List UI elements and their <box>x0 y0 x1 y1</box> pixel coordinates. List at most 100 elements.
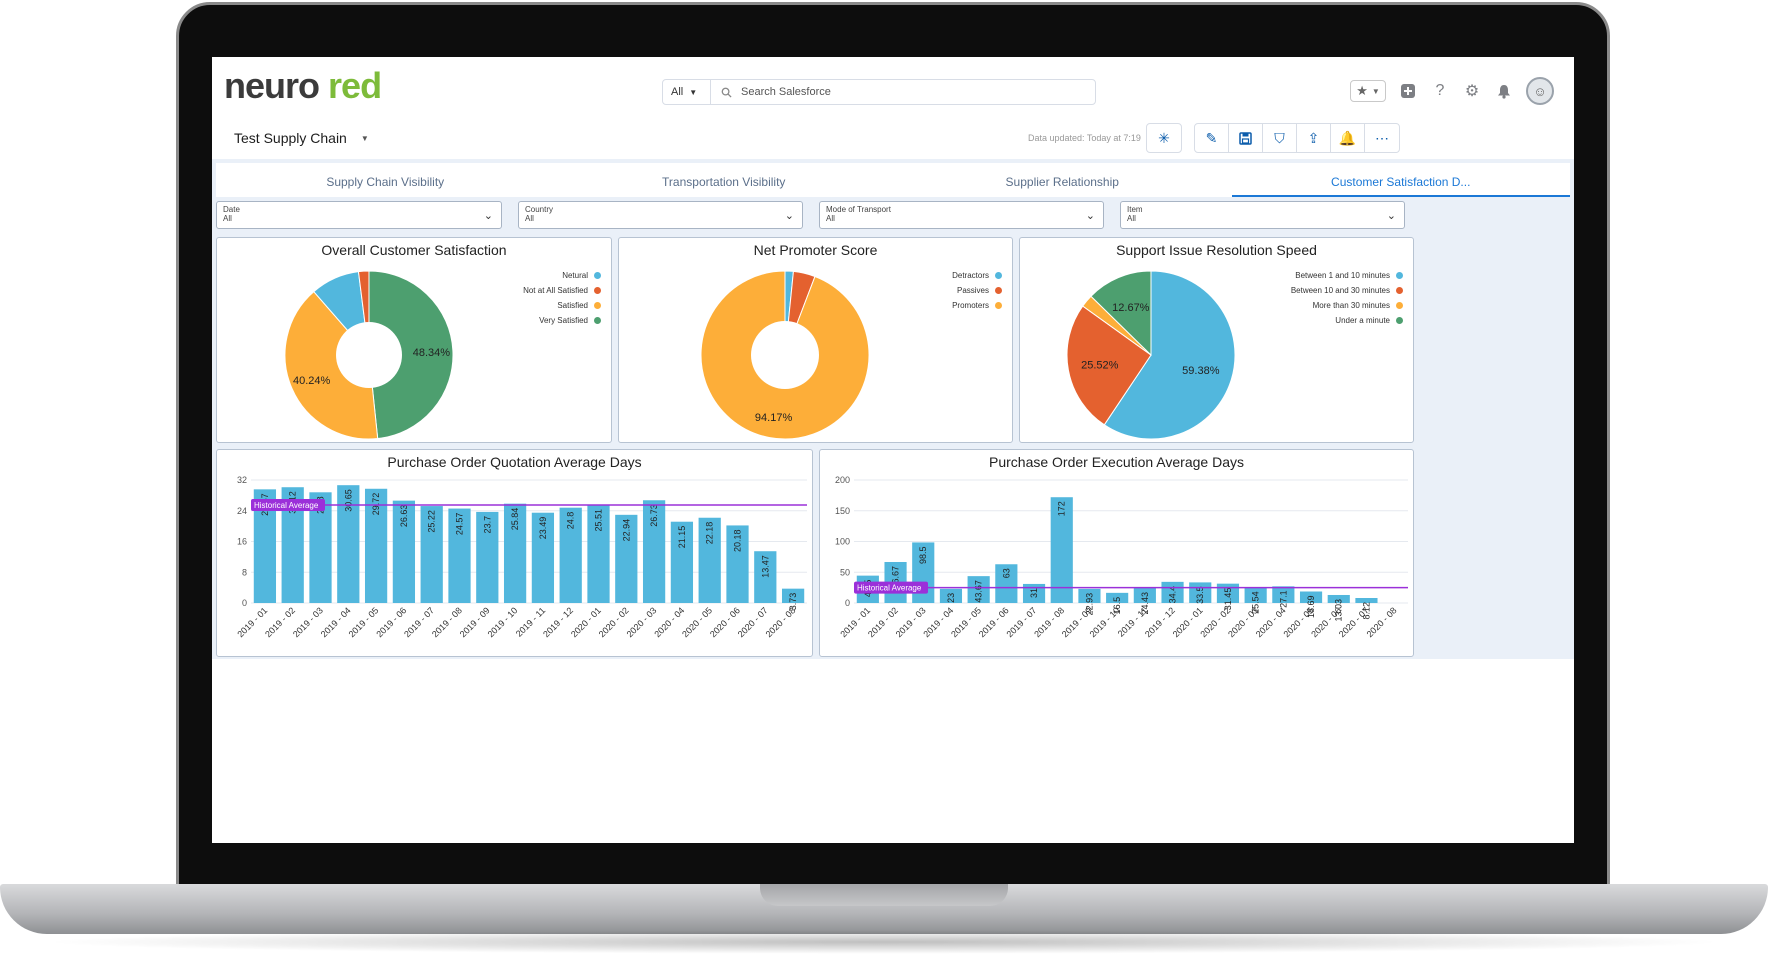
bar[interactable] <box>253 489 277 603</box>
pie-data-label: 12.67% <box>1112 302 1150 314</box>
bar[interactable] <box>1299 591 1323 603</box>
legend-item[interactable]: Passives <box>952 283 1002 298</box>
refresh-button[interactable]: ✳ <box>1146 123 1182 153</box>
bar[interactable] <box>1078 588 1101 603</box>
save-icon[interactable] <box>1229 124 1263 152</box>
add-icon[interactable] <box>1398 81 1418 101</box>
legend-item[interactable]: Not at All Satisfied <box>523 283 601 298</box>
pie-slice-very-satisfied[interactable] <box>368 270 454 440</box>
bar[interactable] <box>1272 586 1295 603</box>
caret-down-icon[interactable]: ▼ <box>360 133 369 143</box>
legend-swatch <box>594 302 601 309</box>
more-icon[interactable]: ⋯ <box>1375 129 1389 146</box>
bar[interactable] <box>726 525 749 603</box>
legend-item[interactable]: Between 10 and 30 minutes <box>1291 283 1403 298</box>
bar[interactable] <box>754 551 777 603</box>
bar[interactable] <box>309 492 332 603</box>
bar[interactable] <box>420 506 443 603</box>
bar[interactable] <box>615 514 638 603</box>
bar[interactable] <box>476 511 499 603</box>
bell-icon[interactable] <box>1494 81 1514 101</box>
chart-title: Overall Customer Satisfaction <box>321 242 507 258</box>
legend-item[interactable]: Between 1 and 10 minutes <box>1291 268 1403 283</box>
filter-date[interactable]: Date All ⌄ <box>216 201 502 229</box>
pie-data-label: 94.17% <box>755 412 793 424</box>
panel-support-resolution-speed[interactable]: Support Issue Resolution Speed 59.38% 25.… <box>1019 237 1414 443</box>
bar-data-label: 25.22 <box>427 510 437 533</box>
legend-item[interactable]: Netural <box>523 268 601 283</box>
bar[interactable] <box>698 517 721 603</box>
bar[interactable] <box>967 576 990 603</box>
bar[interactable] <box>1244 587 1267 603</box>
legend-item[interactable]: Satisfied <box>523 298 601 313</box>
legend-swatch <box>995 302 1002 309</box>
bar[interactable] <box>1106 592 1129 603</box>
panel-po-execution-days[interactable]: Purchase Order Execution Average Days 0 5… <box>819 449 1414 657</box>
bar[interactable] <box>642 500 666 603</box>
bar[interactable] <box>1216 583 1240 603</box>
header-utility-icons: ★ ▼ ? ⚙ ☺ <box>1350 77 1554 105</box>
reference-line-tag <box>854 581 928 594</box>
bar[interactable] <box>1050 497 1073 603</box>
bar[interactable] <box>587 504 610 603</box>
gear-icon[interactable]: ⚙ <box>1464 83 1480 100</box>
bar[interactable] <box>531 512 555 603</box>
bar[interactable] <box>1327 594 1350 603</box>
bar[interactable] <box>1022 583 1046 603</box>
panel-po-quotation-days[interactable]: Purchase Order Quotation Average Days 0 8… <box>216 449 813 657</box>
pie-slice-under-a-minute[interactable] <box>1090 270 1152 357</box>
tab-transportation-visibility[interactable]: Transportation Visibility <box>662 175 786 189</box>
page-title: Test Supply Chain <box>234 130 347 146</box>
tab-supplier-relationship[interactable]: Supplier Relationship <box>1005 175 1119 189</box>
panel-overall-satisfaction[interactable]: Overall Customer Satisfaction 48.34% 40.2… <box>216 237 612 443</box>
filter-country[interactable]: Country All ⌄ <box>518 201 803 229</box>
search-scope-dropdown[interactable]: All ▼ <box>663 80 711 104</box>
bar[interactable] <box>559 507 582 603</box>
legend-item[interactable]: Very Satisfied <box>523 313 601 328</box>
legend-label: Promoters <box>952 301 989 310</box>
pie-slice-between-10-and-30-minutes[interactable] <box>1066 305 1152 426</box>
bar[interactable] <box>781 588 805 603</box>
legend-swatch <box>995 272 1002 279</box>
brand-logo[interactable]: neuro red <box>224 65 382 106</box>
donut-chart-satisfaction: 48.34% 40.24% <box>284 270 454 440</box>
avatar[interactable]: ☺ <box>1526 77 1554 105</box>
x-tick-label: 2020 - 08 <box>764 605 798 639</box>
search-input[interactable]: Search Salesforce <box>741 86 831 98</box>
y-tick-label: 100 <box>835 537 850 547</box>
bar[interactable] <box>939 588 963 603</box>
subscribe-icon[interactable]: 🔔 <box>1331 124 1365 152</box>
dashboard-title[interactable]: Test Supply Chain ▼ <box>234 130 369 146</box>
present-icon[interactable]: ⛉ <box>1263 124 1297 152</box>
bar[interactable] <box>503 503 527 603</box>
pie-slice-satisfied[interactable] <box>284 290 379 440</box>
filter-mode-of-transport[interactable]: Mode of Transport All ⌄ <box>819 201 1104 229</box>
share-icon[interactable]: ⇪ <box>1297 124 1331 152</box>
favorites-button[interactable]: ★ ▼ <box>1350 80 1386 102</box>
bar[interactable] <box>392 500 416 603</box>
pie-slice-between-1-and-10-minutes[interactable] <box>1103 270 1236 440</box>
help-icon[interactable]: ? <box>1435 82 1445 99</box>
bar[interactable] <box>281 487 304 603</box>
legend-item[interactable]: Promoters <box>952 298 1002 313</box>
pie-data-label: 40.24% <box>293 375 331 387</box>
bar[interactable] <box>1355 598 1378 603</box>
filter-item[interactable]: Item All ⌄ <box>1120 201 1405 229</box>
global-search[interactable]: All ▼ Search Salesforce <box>662 79 1096 105</box>
panel-net-promoter-score[interactable]: Net Promoter Score 94.17% Detractors Pass… <box>618 237 1013 443</box>
legend-item[interactable]: More than 30 minutes <box>1291 298 1403 313</box>
tab-customer-satisfaction[interactable]: Customer Satisfaction D... <box>1231 163 1570 197</box>
bar[interactable] <box>670 521 694 603</box>
bar[interactable] <box>448 508 471 603</box>
tab-supply-chain-visibility[interactable]: Supply Chain Visibility <box>326 175 445 189</box>
edit-icon[interactable]: ✎ <box>1195 124 1229 152</box>
bar[interactable] <box>337 485 360 603</box>
bar[interactable] <box>1133 587 1156 603</box>
legend-item[interactable]: Under a minute <box>1291 313 1403 328</box>
bar[interactable] <box>995 564 1018 603</box>
chart-legend: Between 1 and 10 minutes Between 10 and 3… <box>1291 268 1403 328</box>
bar[interactable] <box>364 488 388 603</box>
bar-data-label: 18.69 <box>1306 596 1316 619</box>
legend-item[interactable]: Detractors <box>952 268 1002 283</box>
